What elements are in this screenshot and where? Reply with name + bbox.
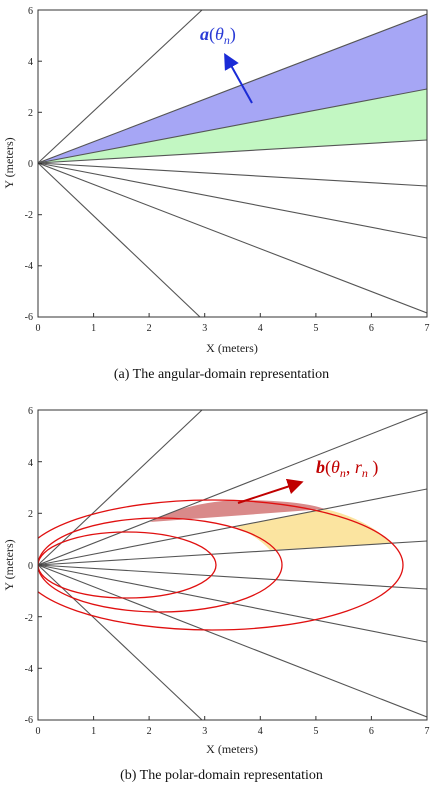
x-tick: 7 bbox=[425, 323, 430, 334]
x-tick: 3 bbox=[202, 323, 207, 334]
x-tick: 0 bbox=[36, 323, 41, 334]
y-tick: -2 bbox=[25, 210, 33, 221]
red-region bbox=[150, 500, 325, 522]
y-tick: 6 bbox=[28, 406, 33, 417]
x-tick: 1 bbox=[91, 726, 96, 737]
x-tick: 7 bbox=[425, 726, 430, 737]
angular-domain-plot: 0 1 2 3 4 5 6 7 6 4 2 0 -2 -4 -6 X (mete… bbox=[2, 6, 430, 355]
caption-b: (b) The polar-domain representation bbox=[120, 768, 323, 783]
polar-domain-plot: 0 1 2 3 4 5 6 7 6 4 2 0 -2 -4 -6 X (mete… bbox=[2, 406, 430, 756]
y-axis-label: Y (meters) bbox=[2, 137, 16, 188]
direction-arrow bbox=[224, 53, 253, 104]
x-tick: 6 bbox=[369, 726, 374, 737]
y-tick: 6 bbox=[28, 6, 33, 17]
y-tick: 0 bbox=[28, 561, 33, 572]
y-tick: -4 bbox=[25, 664, 33, 675]
y-tick: 0 bbox=[28, 159, 33, 170]
range-rings bbox=[38, 499, 404, 631]
beam-rays bbox=[38, 10, 427, 317]
y-tick: 2 bbox=[28, 108, 33, 119]
y-tick: -4 bbox=[25, 261, 33, 272]
x-axis-label: X (meters) bbox=[206, 341, 258, 355]
steering-vector-label: a(θn) bbox=[200, 24, 236, 47]
x-tick: 0 bbox=[36, 726, 41, 737]
x-tick: 2 bbox=[147, 323, 152, 334]
figure-b: 0 1 2 3 4 5 6 7 6 4 2 0 -2 -4 -6 X (mete… bbox=[0, 400, 443, 794]
y-tick: 2 bbox=[28, 509, 33, 520]
x-tick: 5 bbox=[313, 323, 318, 334]
x-tick: 5 bbox=[313, 726, 318, 737]
y-tick: -6 bbox=[25, 312, 33, 323]
yellow-region bbox=[235, 509, 392, 550]
x-tick: 1 bbox=[91, 323, 96, 334]
figure-a: 0 1 2 3 4 5 6 7 6 4 2 0 -2 -4 -6 X (mete… bbox=[2, 6, 430, 355]
x-tick: 6 bbox=[369, 323, 374, 334]
x-tick: 2 bbox=[147, 726, 152, 737]
caption-a: (a) The angular-domain representation bbox=[113, 367, 330, 382]
direction-arrow bbox=[237, 478, 304, 504]
y-tick: -6 bbox=[25, 715, 33, 726]
x-axis-label: X (meters) bbox=[206, 742, 258, 756]
y-tick: 4 bbox=[28, 458, 33, 469]
y-tick: 4 bbox=[28, 57, 33, 68]
y-axis-label: Y (meters) bbox=[2, 539, 16, 590]
steering-vector-label: b(θn, rn ) bbox=[316, 457, 378, 480]
x-tick: 3 bbox=[202, 726, 207, 737]
x-tick: 4 bbox=[258, 323, 263, 334]
x-tick: 4 bbox=[258, 726, 263, 737]
y-tick: -2 bbox=[25, 613, 33, 624]
